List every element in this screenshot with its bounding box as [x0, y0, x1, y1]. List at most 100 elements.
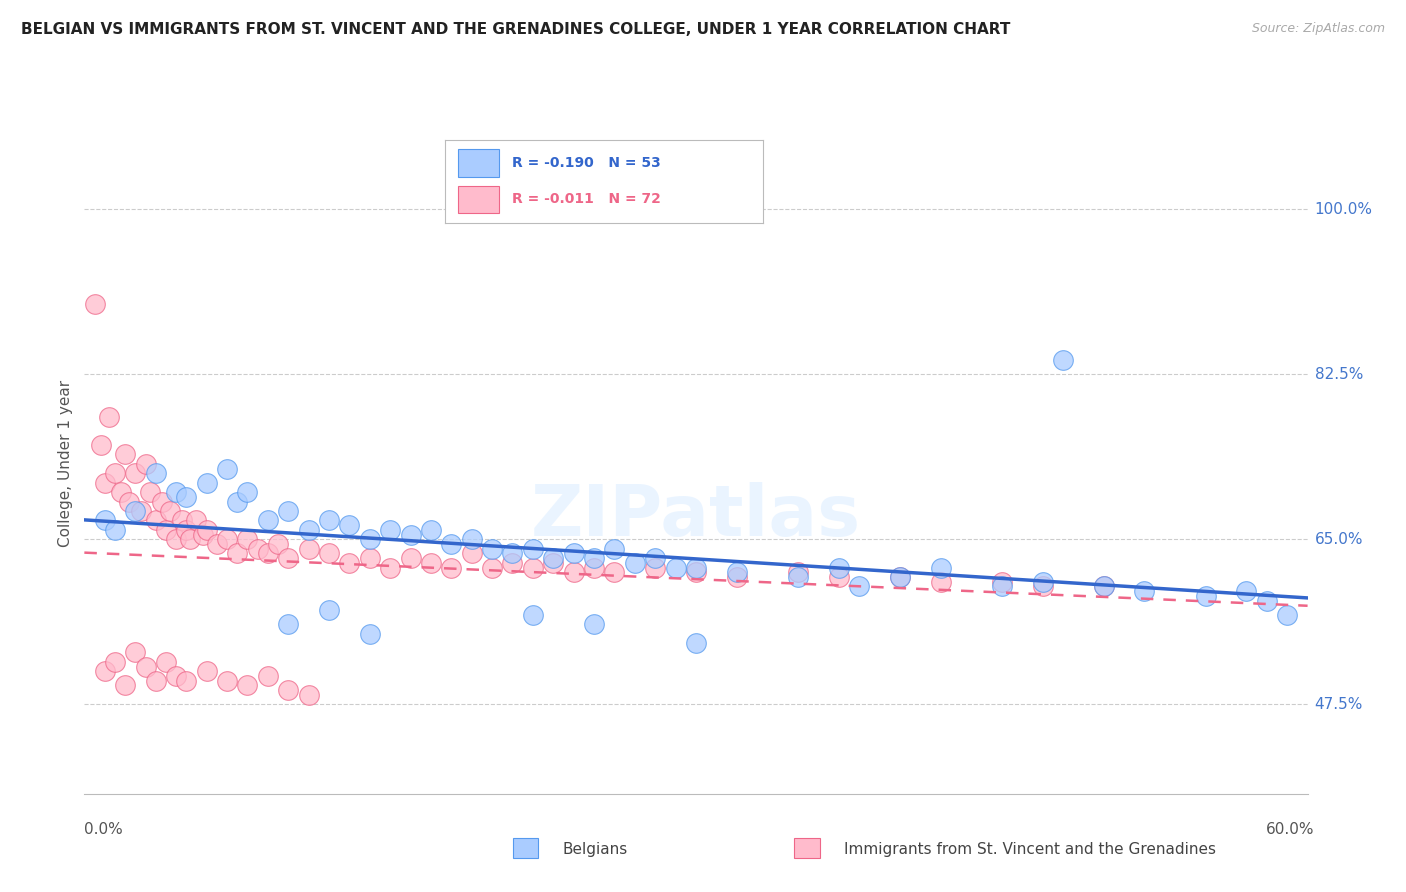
- Point: [145, 467, 167, 481]
- Point: [277, 551, 299, 566]
- Point: [929, 560, 952, 574]
- Point: [236, 485, 259, 500]
- Point: [179, 533, 201, 547]
- Point: [725, 566, 748, 580]
- Point: [236, 678, 259, 692]
- Point: [277, 617, 299, 632]
- Point: [481, 560, 503, 574]
- Point: [359, 533, 381, 547]
- Point: [90, 438, 112, 452]
- Point: [159, 504, 181, 518]
- Point: [1133, 584, 1156, 599]
- Point: [380, 523, 402, 537]
- Point: [1092, 579, 1115, 593]
- Point: [257, 513, 280, 527]
- Point: [165, 669, 187, 683]
- Point: [298, 523, 321, 537]
- Point: [104, 655, 127, 669]
- Point: [318, 546, 340, 560]
- Point: [440, 560, 463, 574]
- Point: [165, 485, 187, 500]
- Point: [217, 673, 239, 688]
- Point: [93, 475, 115, 490]
- Point: [138, 485, 160, 500]
- Point: [97, 409, 120, 424]
- Text: ZIPatlas: ZIPatlas: [531, 483, 860, 551]
- Point: [1195, 589, 1218, 603]
- Bar: [794, 838, 820, 858]
- Point: [318, 603, 340, 617]
- Point: [135, 659, 157, 673]
- Point: [114, 678, 136, 692]
- Point: [685, 636, 707, 650]
- Text: 82.5%: 82.5%: [1315, 367, 1362, 382]
- Point: [174, 523, 197, 537]
- Point: [848, 579, 870, 593]
- Text: Immigrants from St. Vincent and the Grenadines: Immigrants from St. Vincent and the Gren…: [844, 842, 1216, 856]
- Point: [114, 447, 136, 461]
- Point: [298, 688, 321, 702]
- Point: [420, 523, 443, 537]
- Point: [603, 541, 626, 556]
- Point: [118, 494, 141, 508]
- Bar: [513, 838, 538, 858]
- Point: [522, 607, 544, 622]
- Point: [191, 527, 214, 541]
- Point: [195, 665, 218, 679]
- Point: [399, 527, 422, 541]
- Point: [543, 556, 565, 570]
- Point: [135, 457, 157, 471]
- Point: [522, 560, 544, 574]
- Text: Belgians: Belgians: [562, 842, 627, 856]
- Point: [172, 513, 194, 527]
- Point: [83, 296, 105, 310]
- Point: [990, 574, 1012, 589]
- Point: [787, 566, 810, 580]
- Point: [226, 494, 249, 508]
- Point: [217, 533, 239, 547]
- Y-axis label: College, Under 1 year: College, Under 1 year: [58, 380, 73, 548]
- Point: [582, 617, 605, 632]
- Point: [174, 490, 197, 504]
- Point: [217, 461, 239, 475]
- Point: [562, 566, 585, 580]
- Text: Source: ZipAtlas.com: Source: ZipAtlas.com: [1251, 22, 1385, 36]
- Point: [644, 551, 666, 566]
- Point: [155, 655, 177, 669]
- Text: 65.0%: 65.0%: [1315, 532, 1362, 547]
- Point: [889, 570, 911, 584]
- Point: [257, 669, 280, 683]
- Point: [155, 523, 177, 537]
- Point: [685, 566, 707, 580]
- Point: [461, 533, 484, 547]
- Point: [603, 566, 626, 580]
- Point: [543, 551, 565, 566]
- Point: [145, 513, 167, 527]
- Point: [150, 494, 173, 508]
- Point: [725, 570, 748, 584]
- Point: [1052, 353, 1074, 368]
- Point: [501, 546, 523, 560]
- Point: [1234, 584, 1257, 599]
- Point: [664, 560, 686, 574]
- Point: [420, 556, 443, 570]
- Point: [257, 546, 280, 560]
- Point: [827, 560, 849, 574]
- Point: [399, 551, 422, 566]
- Point: [165, 533, 187, 547]
- Point: [1032, 579, 1054, 593]
- Point: [1256, 593, 1278, 607]
- Point: [1032, 574, 1054, 589]
- Point: [131, 504, 153, 518]
- Point: [359, 551, 381, 566]
- Point: [1092, 579, 1115, 593]
- Point: [562, 546, 585, 560]
- Text: 100.0%: 100.0%: [1315, 202, 1372, 217]
- Text: 47.5%: 47.5%: [1315, 697, 1362, 712]
- Point: [889, 570, 911, 584]
- Point: [277, 504, 299, 518]
- Point: [440, 537, 463, 551]
- Text: 0.0%: 0.0%: [84, 822, 124, 837]
- Point: [124, 504, 146, 518]
- Point: [624, 556, 647, 570]
